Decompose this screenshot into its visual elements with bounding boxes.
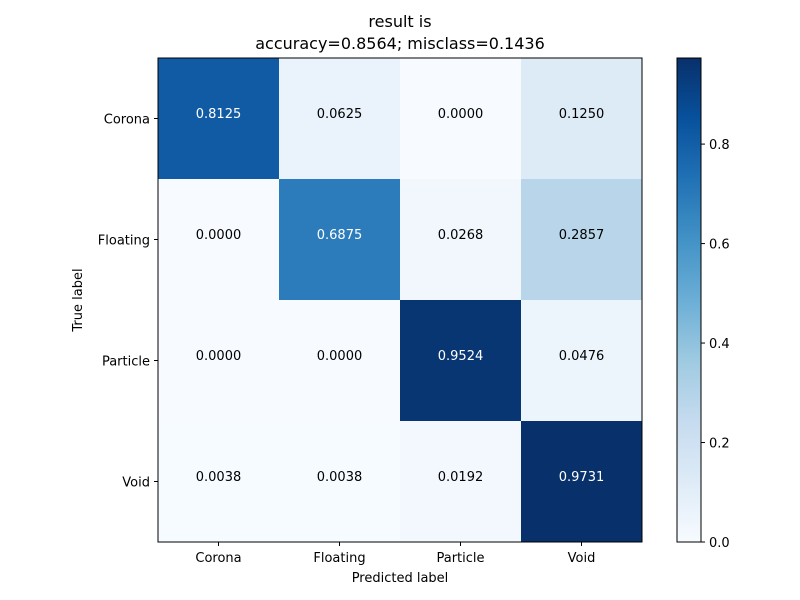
y-axis-label: True label xyxy=(71,268,86,332)
x-tick-label: Void xyxy=(568,551,596,566)
cell-value-label: 0.0000 xyxy=(438,107,484,122)
cell-value-label: 0.0192 xyxy=(438,470,484,485)
heatmap-cell xyxy=(158,421,279,542)
cell-value-label: 0.0000 xyxy=(196,349,242,364)
heatmap-cell xyxy=(521,421,642,542)
heatmap-cell xyxy=(279,58,400,179)
heatmap-cell xyxy=(400,421,521,542)
colorbar-ticks: 0.0 0.2 0.4 0.6 0.8 xyxy=(701,138,730,551)
x-axis-label: Predicted label xyxy=(352,571,449,586)
heatmap-cell xyxy=(279,421,400,542)
cell-value-label: 0.0038 xyxy=(317,470,363,485)
x-axis-ticks: Corona Floating Particle Void xyxy=(195,542,595,566)
plot-frame xyxy=(157,57,643,543)
cell-value-label: 0.2857 xyxy=(559,228,605,243)
heatmap-cell xyxy=(400,179,521,300)
cell-value-label: 0.0000 xyxy=(196,228,242,243)
y-tick-label: Particle xyxy=(102,355,150,370)
heatmap-cell xyxy=(279,179,400,300)
heatmap-cell xyxy=(279,300,400,421)
cell-value-label: 0.8125 xyxy=(196,107,242,122)
y-tick-label: Floating xyxy=(98,234,150,249)
cell-value-label: 0.9731 xyxy=(559,470,605,485)
cell-value-label: 0.6875 xyxy=(317,228,363,243)
colorbar-tick-label: 0.8 xyxy=(709,138,730,153)
heatmap-cell xyxy=(158,300,279,421)
colorbar-tick-label: 0.0 xyxy=(709,536,730,551)
colorbar-tick-label: 0.2 xyxy=(709,437,730,452)
colorbar-tick-label: 0.4 xyxy=(709,337,730,352)
cell-value-label: 0.0625 xyxy=(317,107,363,122)
y-axis-ticks: Corona Floating Particle Void xyxy=(98,113,158,491)
x-tick-label: Particle xyxy=(436,551,484,566)
y-tick-label: Corona xyxy=(104,113,150,128)
heatmap-cell xyxy=(400,58,521,179)
cell-value-label: 0.0000 xyxy=(317,349,363,364)
heatmap-cells: 0.8125 0.0625 0.0000 0.1250 0.0000 0.6875 0.02… xyxy=(158,58,642,542)
cell-value-label: 0.1250 xyxy=(559,107,605,122)
cell-value-label: 0.9524 xyxy=(438,349,484,364)
heatmap-cell xyxy=(158,179,279,300)
colorbar-tick-label: 0.6 xyxy=(709,238,730,253)
heatmap-cell xyxy=(521,179,642,300)
colorbar xyxy=(676,57,702,543)
heatmap-cell xyxy=(521,300,642,421)
chart-title-line-2: accuracy=0.8564; misclass=0.1436 xyxy=(255,34,545,53)
chart-title-line-1: result is xyxy=(368,12,432,31)
heatmap-cell xyxy=(521,58,642,179)
cell-value-label: 0.0038 xyxy=(196,470,242,485)
heatmap-cell xyxy=(400,300,521,421)
x-tick-label: Floating xyxy=(313,551,365,566)
cell-value-label: 0.0268 xyxy=(438,228,484,243)
cell-value-label: 0.0476 xyxy=(559,349,605,364)
heatmap-cell xyxy=(158,58,279,179)
x-tick-label: Corona xyxy=(195,551,241,566)
y-tick-label: Void xyxy=(122,476,150,491)
